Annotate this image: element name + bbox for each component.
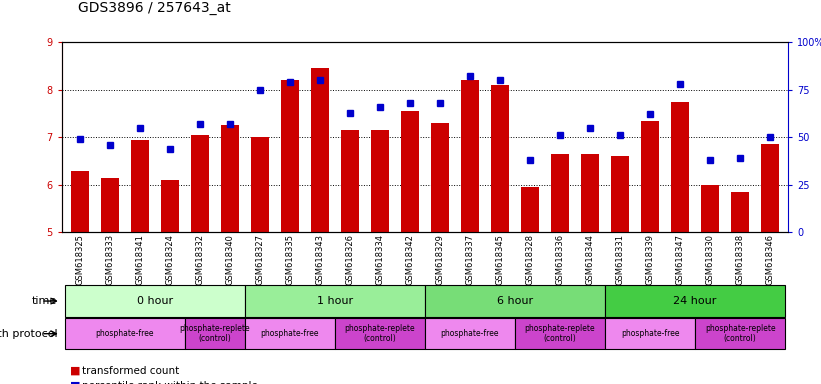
Bar <box>161 180 179 232</box>
Text: phosphate-free: phosphate-free <box>260 329 319 338</box>
Text: phosphate-free: phosphate-free <box>95 329 154 338</box>
Bar <box>221 126 239 232</box>
Bar <box>371 130 389 232</box>
Bar <box>491 85 509 232</box>
Bar <box>341 130 359 232</box>
Bar <box>131 140 149 232</box>
Bar <box>281 80 299 232</box>
Text: GDS3896 / 257643_at: GDS3896 / 257643_at <box>78 2 231 15</box>
Text: phosphate-replete
(control): phosphate-replete (control) <box>345 324 415 343</box>
Text: 1 hour: 1 hour <box>317 296 353 306</box>
Bar <box>551 154 569 232</box>
Bar <box>101 178 118 232</box>
Text: phosphate-replete
(control): phosphate-replete (control) <box>525 324 595 343</box>
Bar <box>521 187 539 232</box>
Bar <box>701 185 719 232</box>
Text: phosphate-free: phosphate-free <box>621 329 679 338</box>
Bar <box>732 192 749 232</box>
Bar <box>190 135 209 232</box>
Text: 6 hour: 6 hour <box>497 296 533 306</box>
Bar <box>250 137 268 232</box>
Text: 24 hour: 24 hour <box>673 296 717 306</box>
Bar <box>581 154 599 232</box>
Bar <box>311 68 328 232</box>
Bar <box>641 121 659 232</box>
Text: ■: ■ <box>70 381 80 384</box>
Text: growth protocol: growth protocol <box>0 329 57 339</box>
Text: ■: ■ <box>70 366 80 376</box>
Bar <box>761 144 779 232</box>
Bar <box>431 123 449 232</box>
Text: phosphate-replete
(control): phosphate-replete (control) <box>179 324 250 343</box>
Text: phosphate-replete
(control): phosphate-replete (control) <box>704 324 775 343</box>
Bar <box>71 170 89 232</box>
Bar <box>671 102 689 232</box>
Bar <box>401 111 419 232</box>
Text: 0 hour: 0 hour <box>136 296 172 306</box>
Text: transformed count: transformed count <box>82 366 179 376</box>
Bar <box>611 156 629 232</box>
Text: percentile rank within the sample: percentile rank within the sample <box>82 381 258 384</box>
Text: phosphate-free: phosphate-free <box>441 329 499 338</box>
Text: time: time <box>32 296 57 306</box>
Bar <box>461 80 479 232</box>
